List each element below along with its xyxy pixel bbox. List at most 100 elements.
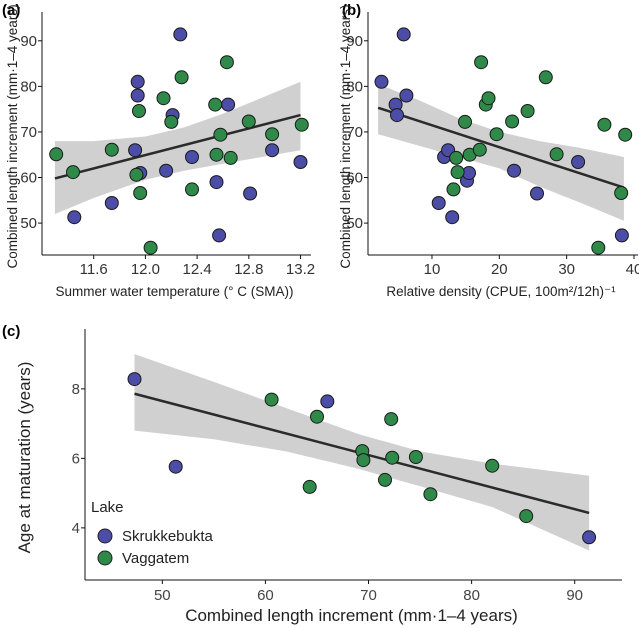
panel-b-point-skrukkebukta: [507, 163, 522, 178]
panel-b-point-vaggatem: [472, 142, 487, 157]
panel-a-y-tick-label: 60: [20, 170, 37, 187]
panel-a-point-skrukkebukta: [159, 163, 174, 178]
panel-c-point-vaggatem: [310, 409, 324, 424]
panel-b-point-vaggatem: [481, 91, 496, 106]
panel-b-x-tick-label: 40: [626, 261, 639, 278]
panel-c-point-skrukkebukta: [320, 394, 335, 409]
panel-b-y-tick-label: 50: [346, 215, 363, 232]
panel-a-point-skrukkebukta: [130, 74, 145, 89]
panel-b-point-vaggatem: [538, 70, 553, 85]
panel-a-point-skrukkebukta: [130, 88, 145, 103]
panel-c-point-skrukkebukta: [582, 530, 597, 545]
panel-c-x-tick-label: 90: [566, 587, 583, 604]
panel-c-x-tick-label: 70: [360, 587, 377, 604]
panel-c-point-vaggatem: [423, 487, 438, 502]
panel-b-point-vaggatem: [505, 114, 520, 129]
panel-b-point-vaggatem: [591, 240, 606, 255]
panel-b-point-skrukkebukta: [530, 186, 544, 201]
panel-b-confidence-band: [378, 84, 624, 221]
legend-label-vaggatem: Vaggatem: [122, 550, 189, 567]
panel-a-point-vaggatem: [241, 114, 256, 129]
panel-b-point-skrukkebukta: [445, 210, 460, 225]
panel-a-point-skrukkebukta: [212, 228, 227, 243]
panel-b-point-vaggatem: [489, 127, 504, 142]
panel-c-y-tick-label: 8: [72, 381, 80, 398]
panel-a-x-tick-label: 12.8: [234, 261, 263, 278]
panel-b-point-vaggatem: [446, 182, 461, 197]
panel-a-point-skrukkebukta: [173, 27, 188, 42]
panel-c-y-axis-label: Age at maturation (years): [15, 362, 34, 554]
panel-a-point-skrukkebukta: [243, 186, 258, 201]
panel-a-point-vaggatem: [219, 55, 234, 70]
panel-b-point-skrukkebukta: [614, 228, 629, 243]
panel-a-point-vaggatem: [156, 91, 171, 106]
panel-b-point-skrukkebukta: [431, 196, 446, 210]
panel-a-point-skrukkebukta: [293, 155, 308, 169]
panel-b-x-axis-label: Relative density (CPUE, 100m²/12h)⁻¹: [386, 284, 616, 299]
panel-a-point-vaggatem: [164, 114, 179, 129]
panel-b-regression-line: [377, 106, 625, 189]
panel-b-x-tick-label: 30: [558, 261, 575, 278]
panel-c-x-tick-label: 50: [154, 587, 171, 604]
panel-a-point-vaggatem: [133, 186, 148, 200]
panel-a-point-vaggatem: [143, 240, 158, 255]
panel-b-y-tick-label: 70: [346, 124, 363, 141]
panel-a-point-skrukkebukta: [265, 143, 280, 158]
panel-c-point-vaggatem: [485, 458, 500, 473]
panel-c-point-vaggatem: [519, 509, 534, 524]
panel-a-x-tick-label: 11.6: [80, 261, 108, 278]
panel-c-x-axis-label: Combined length increment (mm·1–4 years): [185, 606, 518, 625]
panel-b-y-tick-label: 60: [346, 170, 363, 187]
panel-a-label: (a): [2, 2, 20, 19]
panel-c-point-vaggatem: [264, 392, 279, 407]
panel-b-point-vaggatem: [549, 147, 564, 162]
panel-b-point-skrukkebukta: [571, 155, 586, 169]
panel-c-y-tick-label: 4: [72, 520, 80, 537]
legend-label-skrukkebukta: Skrukkebukta: [122, 528, 214, 545]
panel-a-y-tick-label: 90: [20, 33, 37, 50]
panel-c-point-vaggatem: [302, 479, 317, 494]
legend-marker-vaggatem: [97, 550, 113, 566]
panel-a-x-tick-label: 12.4: [183, 261, 212, 278]
panel-b-point-skrukkebukta: [390, 108, 404, 123]
panel-c-label: (c): [2, 323, 20, 340]
panel-a-point-vaggatem: [209, 147, 224, 162]
panel-a-point-vaggatem: [66, 165, 80, 180]
panel-c-point-skrukkebukta: [127, 372, 142, 387]
panel-a-plot: 11.6 12.0 12.4 12.8 13.2 50 60 70 80 90 Summer wat…: [5, 4, 315, 299]
panel-b-y-tick-label: 80: [346, 78, 363, 95]
panel-a-point-vaggatem: [265, 127, 280, 142]
panel-c-point-vaggatem: [384, 412, 399, 427]
panel-b-y-tick-label: 90: [346, 33, 363, 50]
panel-b-x-tick-label: 20: [491, 261, 508, 278]
panel-a-point-vaggatem: [223, 150, 238, 165]
panel-a-point-skrukkebukta: [128, 143, 143, 158]
panel-c-x-tick-label: 80: [463, 587, 480, 604]
panel-a-point-vaggatem: [132, 104, 146, 118]
panel-c-plot: 50 60 70 80 90 4 6 8 Combined length increment (…: [15, 329, 622, 625]
panel-b-point-vaggatem: [618, 127, 633, 142]
panel-b-point-skrukkebukta: [399, 88, 414, 103]
panel-b-x-tick-label: 10: [424, 261, 441, 278]
panel-a-point-vaggatem: [294, 117, 309, 132]
panel-b-plot: 10 20 30 40 50 60 70 80 90 Relative density (CPUE…: [338, 4, 639, 299]
panel-a-point-vaggatem: [49, 147, 64, 162]
panel-a-point-vaggatem: [213, 127, 228, 142]
panel-a-point-skrukkebukta: [221, 97, 236, 112]
panel-b-point-vaggatem: [614, 186, 629, 200]
panel-c-y-tick-label: 6: [72, 450, 80, 467]
panel-a-y-tick-label: 70: [20, 124, 37, 141]
panel-c-point-vaggatem: [385, 450, 400, 465]
panel-a-point-vaggatem: [208, 97, 223, 112]
panel-b-point-vaggatem: [458, 114, 472, 129]
panel-a-x-axis-label: Summer water temperature (° C (SMA)): [56, 284, 294, 299]
panel-c-point-vaggatem: [408, 450, 423, 464]
panel-c-point-vaggatem: [356, 453, 371, 468]
panel-a-y-tick-label: 50: [20, 215, 37, 232]
legend-title: Lake: [91, 499, 124, 516]
panel-b-point-vaggatem: [449, 150, 464, 165]
panel-c-point-vaggatem: [378, 472, 392, 487]
panel-a-y-tick-label: 80: [20, 78, 37, 95]
panel-a-point-skrukkebukta: [104, 196, 119, 210]
